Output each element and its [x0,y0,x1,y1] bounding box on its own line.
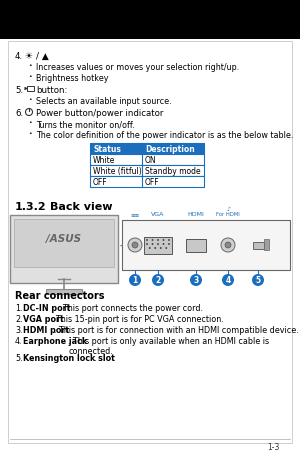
Text: Status: Status [93,145,121,154]
Bar [253,242,263,249]
Circle shape [146,244,148,245]
Circle shape [152,274,164,286]
Circle shape [154,248,156,249]
Circle shape [252,274,264,286]
Text: Turns the monitor on/off.: Turns the monitor on/off. [36,120,135,129]
Bar [90,155,204,166]
Text: Power button/power indicator: Power button/power indicator [36,109,164,118]
Text: button:: button: [36,86,68,95]
Bar [90,177,204,188]
Text: •: • [28,120,32,125]
Text: 2: 2 [155,276,160,285]
Text: Increases values or moves your selection right/up.: Increases values or moves your selection… [36,63,239,72]
Text: ≡≡: ≡≡ [130,212,140,216]
Circle shape [163,239,164,241]
Text: Earphone jack: Earphone jack [23,336,87,345]
Text: /ASUS: /ASUS [46,234,82,244]
Circle shape [146,239,148,241]
Circle shape [160,248,162,249]
Text: •: • [28,63,32,68]
Text: White (fitful): White (fitful) [93,167,142,176]
Text: VGA: VGA [151,212,165,216]
Text: Selects an available input source.: Selects an available input source. [36,97,172,106]
Text: OFF: OFF [93,178,108,187]
Text: OFF: OFF [145,178,160,187]
Bar [122,221,290,271]
Circle shape [128,239,142,253]
Bar [90,166,204,177]
Circle shape [26,109,32,116]
Circle shape [168,244,170,245]
Bar [8,42,292,443]
Text: 3.: 3. [15,325,22,334]
Circle shape [152,239,153,241]
Text: The color definition of the power indicator is as the below table.: The color definition of the power indica… [36,131,293,140]
Text: 5.: 5. [15,353,22,362]
Bar [263,239,268,250]
Bar [144,237,172,254]
Text: Description: Description [145,145,195,154]
Text: 1-3: 1-3 [268,442,280,451]
Circle shape [222,274,234,286]
Circle shape [225,243,231,249]
Text: .: . [93,353,95,362]
Circle shape [163,244,164,245]
Text: 1.: 1. [15,304,22,312]
Text: 2.: 2. [15,314,22,323]
Circle shape [129,274,141,286]
Text: . This 15-pin port is for PC VGA connection.: . This 15-pin port is for PC VGA connect… [51,314,224,323]
Text: •: • [28,131,32,136]
Text: 6.: 6. [15,109,23,118]
Circle shape [149,248,151,249]
Text: For HDMI: For HDMI [216,212,240,216]
Circle shape [190,274,202,286]
Text: DC-IN port: DC-IN port [23,304,70,312]
Text: Kensington lock slot: Kensington lock slot [23,353,115,362]
Text: Brightness hotkey: Brightness hotkey [36,74,109,83]
Text: 5.: 5. [15,86,23,95]
Text: ♪: ♪ [226,207,230,212]
Circle shape [157,244,159,245]
Text: Rear connectors: Rear connectors [15,290,104,300]
Text: . This port is only available when an HDMI cable is connected.: . This port is only available when an HD… [68,336,270,355]
Text: HDMI port: HDMI port [23,325,69,334]
Circle shape [168,239,170,241]
Text: •: • [28,97,32,102]
Text: 4: 4 [225,276,231,285]
Circle shape [157,239,159,241]
Text: ON: ON [145,156,157,165]
Text: VGA port: VGA port [23,314,64,323]
Bar [10,216,118,283]
Text: 3: 3 [194,276,199,285]
Bar [186,239,206,252]
Circle shape [165,248,167,249]
Text: 4.: 4. [15,52,23,61]
Text: . This port is for connection with an HDMI compatible device.: . This port is for connection with an HD… [55,325,299,334]
Text: Back view: Back view [50,202,112,212]
Circle shape [152,244,153,245]
Bar [46,290,82,295]
Text: 4.: 4. [15,336,22,345]
Bar [90,144,204,155]
Circle shape [132,243,138,249]
Text: White: White [93,156,116,165]
Text: 5: 5 [255,276,261,285]
Bar [14,220,114,267]
Text: . This port connects the power cord.: . This port connects the power cord. [58,304,203,312]
Circle shape [221,239,235,253]
Text: ☀ / ▲: ☀ / ▲ [25,52,49,61]
Text: Standby mode: Standby mode [145,167,201,176]
Text: HDMI: HDMI [188,212,204,216]
Text: 1.3.2: 1.3.2 [15,202,46,212]
Text: •: • [28,74,32,79]
Text: 1: 1 [132,276,138,285]
Bar [27,87,34,92]
